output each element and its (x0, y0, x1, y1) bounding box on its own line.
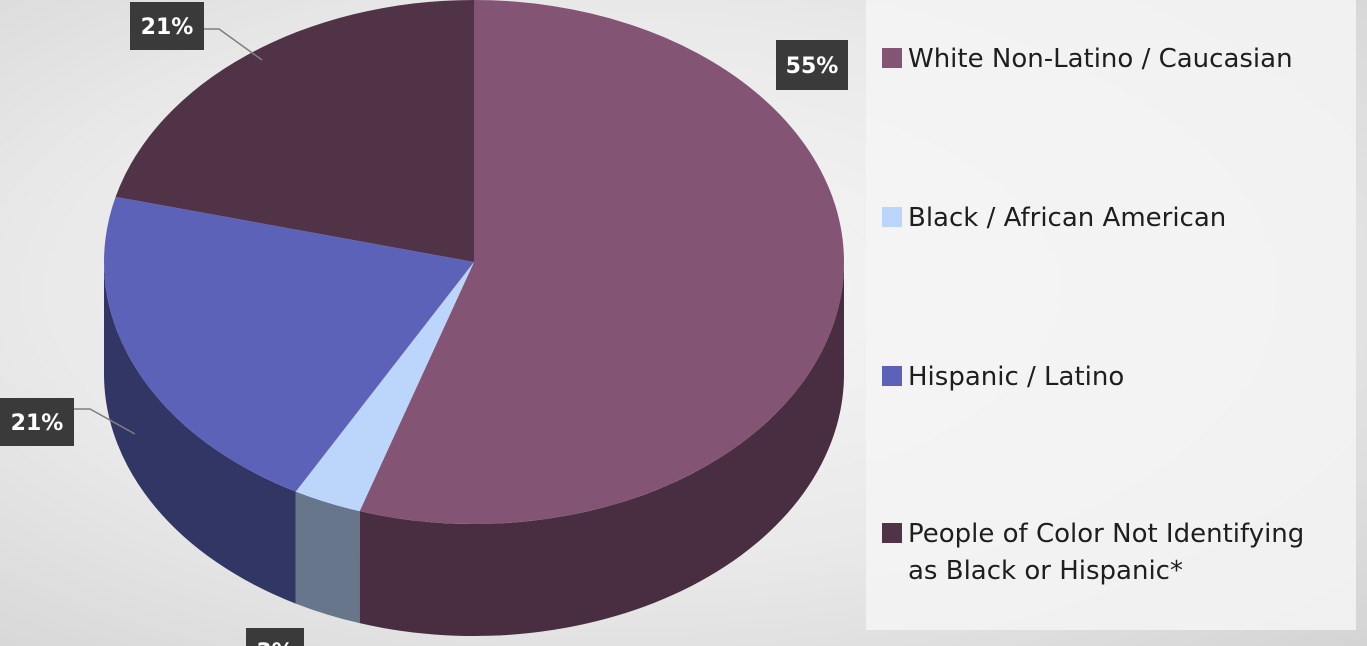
legend-panel (866, 0, 1356, 630)
legend-label-3: People of Color Not Identifying (908, 519, 1304, 549)
data-label-box-0 (776, 40, 848, 90)
legend-swatch-2 (882, 366, 902, 386)
pie-top-group (103, 0, 844, 524)
leader-lines (74, 28, 263, 435)
legend-label-2: Hispanic / Latino (908, 362, 1124, 392)
pie-slice-2 (103, 196, 474, 492)
data-label-0: 55% (786, 54, 839, 79)
legend: White Non-Latino / Caucasian Black / Afri… (882, 44, 1304, 586)
legend-swatch-0 (882, 48, 902, 68)
legend-label-1: Black / African American (908, 203, 1226, 233)
data-labels: 55% 3% 21% 21% (0, 2, 848, 646)
data-label-box-1 (246, 628, 304, 646)
legend-label-3: as Black or Hispanic* (908, 556, 1183, 586)
leader-line-3 (204, 28, 263, 61)
pie-slice-3 (115, 0, 474, 262)
legend-swatch-3 (882, 523, 902, 543)
leader-line-2 (74, 408, 136, 435)
data-label-box-3 (130, 2, 204, 50)
pie-slice-1 (295, 262, 474, 512)
data-label-box-2 (0, 398, 74, 446)
pie-side-0 (359, 262, 844, 636)
data-label-3: 21% (141, 15, 194, 40)
pie-side-1 (295, 491, 360, 624)
pie-side-group (104, 262, 844, 636)
data-label-1: 3% (256, 640, 293, 646)
pie-slice-0 (359, 0, 844, 524)
pie-side-2 (104, 262, 296, 604)
legend-swatch-1 (882, 207, 902, 227)
data-label-2: 21% (11, 411, 64, 436)
legend-label-0: White Non-Latino / Caucasian (908, 44, 1293, 74)
